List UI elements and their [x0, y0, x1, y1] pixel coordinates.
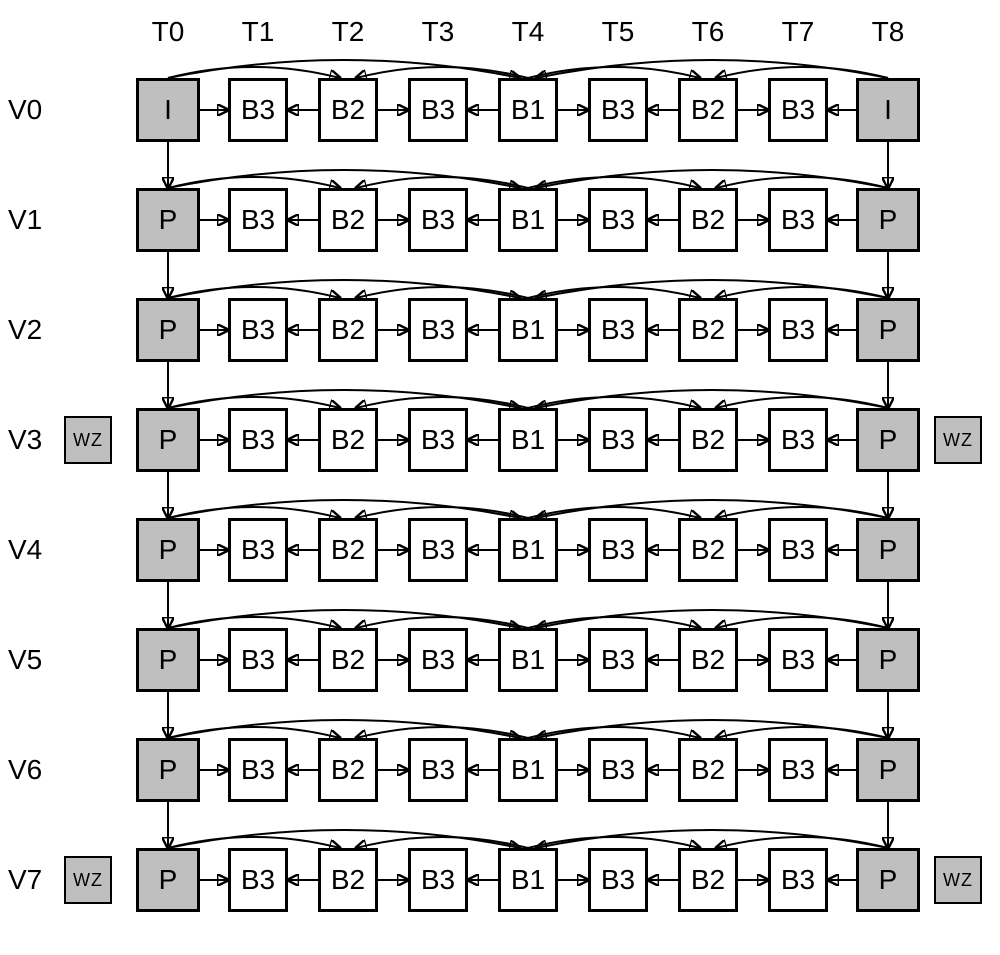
wz-box-v3-left: WZ: [64, 416, 112, 464]
node-v6-t1: B3: [228, 738, 288, 802]
node-v7-t5: B3: [588, 848, 648, 912]
node-v1-t6: B2: [678, 188, 738, 252]
node-v5-t4: B1: [498, 628, 558, 692]
node-v2-t3: B3: [408, 298, 468, 362]
row-label-v6: V6: [8, 754, 58, 786]
col-label-t5: T5: [598, 16, 638, 48]
node-v2-t1: B3: [228, 298, 288, 362]
col-label-t2: T2: [328, 16, 368, 48]
node-v1-t2: B2: [318, 188, 378, 252]
node-v0-t0: I: [136, 78, 200, 142]
node-v3-t7: B3: [768, 408, 828, 472]
node-v4-t0: P: [136, 518, 200, 582]
wz-box-v3-right: WZ: [934, 416, 982, 464]
row-label-v7: V7: [8, 864, 58, 896]
node-v4-t5: B3: [588, 518, 648, 582]
node-v5-t3: B3: [408, 628, 468, 692]
node-v0-t5: B3: [588, 78, 648, 142]
node-v2-t2: B2: [318, 298, 378, 362]
node-v1-t5: B3: [588, 188, 648, 252]
node-v5-t5: B3: [588, 628, 648, 692]
col-label-t3: T3: [418, 16, 458, 48]
node-v1-t1: B3: [228, 188, 288, 252]
node-v7-t6: B2: [678, 848, 738, 912]
node-v5-t1: B3: [228, 628, 288, 692]
col-label-t8: T8: [868, 16, 908, 48]
node-v7-t2: B2: [318, 848, 378, 912]
node-v3-t4: B1: [498, 408, 558, 472]
node-v2-t4: B1: [498, 298, 558, 362]
node-v7-t3: B3: [408, 848, 468, 912]
node-v2-t0: P: [136, 298, 200, 362]
node-v3-t1: B3: [228, 408, 288, 472]
node-v0-t3: B3: [408, 78, 468, 142]
node-v7-t0: P: [136, 848, 200, 912]
node-v1-t4: B1: [498, 188, 558, 252]
node-v3-t2: B2: [318, 408, 378, 472]
node-v3-t3: B3: [408, 408, 468, 472]
node-v6-t3: B3: [408, 738, 468, 802]
node-v6-t0: P: [136, 738, 200, 802]
node-v4-t3: B3: [408, 518, 468, 582]
node-v5-t6: B2: [678, 628, 738, 692]
node-v0-t2: B2: [318, 78, 378, 142]
node-v0-t8: I: [856, 78, 920, 142]
node-v0-t7: B3: [768, 78, 828, 142]
node-v6-t5: B3: [588, 738, 648, 802]
node-v2-t7: B3: [768, 298, 828, 362]
node-v5-t2: B2: [318, 628, 378, 692]
node-v6-t8: P: [856, 738, 920, 802]
node-v5-t7: B3: [768, 628, 828, 692]
node-v3-t0: P: [136, 408, 200, 472]
node-v7-t7: B3: [768, 848, 828, 912]
node-v7-t4: B1: [498, 848, 558, 912]
node-v4-t2: B2: [318, 518, 378, 582]
node-v3-t8: P: [856, 408, 920, 472]
edge-layer: [0, 0, 1000, 955]
row-label-v4: V4: [8, 534, 58, 566]
node-v2-t6: B2: [678, 298, 738, 362]
node-v6-t4: B1: [498, 738, 558, 802]
node-v6-t7: B3: [768, 738, 828, 802]
wz-box-v7-right: WZ: [934, 856, 982, 904]
wz-box-v7-left: WZ: [64, 856, 112, 904]
node-v4-t7: B3: [768, 518, 828, 582]
node-v2-t5: B3: [588, 298, 648, 362]
node-v5-t0: P: [136, 628, 200, 692]
col-label-t6: T6: [688, 16, 728, 48]
node-v0-t6: B2: [678, 78, 738, 142]
node-v7-t1: B3: [228, 848, 288, 912]
node-v2-t8: P: [856, 298, 920, 362]
node-v1-t0: P: [136, 188, 200, 252]
col-label-t1: T1: [238, 16, 278, 48]
node-v0-t1: B3: [228, 78, 288, 142]
col-label-t7: T7: [778, 16, 818, 48]
node-v1-t7: B3: [768, 188, 828, 252]
node-v1-t8: P: [856, 188, 920, 252]
node-v3-t5: B3: [588, 408, 648, 472]
row-label-v2: V2: [8, 314, 58, 346]
col-label-t4: T4: [508, 16, 548, 48]
node-v4-t6: B2: [678, 518, 738, 582]
row-label-v0: V0: [8, 94, 58, 126]
row-label-v1: V1: [8, 204, 58, 236]
node-v5-t8: P: [856, 628, 920, 692]
node-v4-t4: B1: [498, 518, 558, 582]
node-v7-t8: P: [856, 848, 920, 912]
col-label-t0: T0: [148, 16, 188, 48]
node-v6-t6: B2: [678, 738, 738, 802]
node-v4-t1: B3: [228, 518, 288, 582]
row-label-v3: V3: [8, 424, 58, 456]
node-v4-t8: P: [856, 518, 920, 582]
row-label-v5: V5: [8, 644, 58, 676]
node-v0-t4: B1: [498, 78, 558, 142]
prediction-structure-diagram: T0 T1 T2 T3 T4 T5 T6 T7 T8 V0 V1 V2 V3 V4 V5 V6 V7 I B3 B2 B…: [0, 0, 1000, 955]
node-v1-t3: B3: [408, 188, 468, 252]
node-v6-t2: B2: [318, 738, 378, 802]
node-v3-t6: B2: [678, 408, 738, 472]
